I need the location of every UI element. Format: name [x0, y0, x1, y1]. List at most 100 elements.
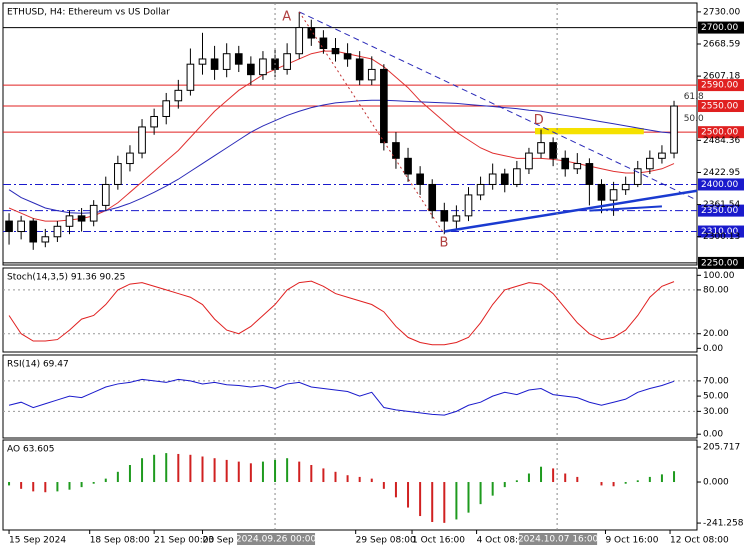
- x-tick-label: 21 Sep 00:00: [154, 536, 214, 546]
- x-tick-label: 23 Sep 16:00: [202, 536, 262, 546]
- level-label: 2500.00: [701, 128, 738, 138]
- y-tick-label: 0.00: [703, 344, 723, 354]
- price-pane: [2, 2, 698, 266]
- y-tick-label: 80.00: [703, 285, 729, 295]
- candle-body: [247, 63, 255, 76]
- y-tick-label: -241.258: [703, 519, 744, 529]
- candle-body: [392, 142, 400, 159]
- candle-body: [89, 204, 98, 222]
- candle-body: [162, 100, 171, 117]
- candle-body: [41, 236, 50, 243]
- y-tick-label: 2484.36: [703, 136, 740, 146]
- y-tick-label: 100.00: [703, 271, 735, 281]
- candle-body: [259, 58, 267, 76]
- level-label: 2700.00: [701, 23, 738, 33]
- annotation: 50.0: [684, 114, 704, 124]
- candle-body: [440, 210, 449, 222]
- candle-body: [658, 152, 666, 159]
- candle-body: [609, 189, 618, 201]
- level-label-box: [698, 126, 744, 139]
- level-label-box: [698, 256, 744, 269]
- level-label-box: [698, 178, 744, 191]
- x-tick-label: 1 Oct 16:00: [412, 536, 465, 546]
- fib-zone: [534, 127, 644, 135]
- x-tick-label: 4 Oct 08:00: [477, 536, 530, 546]
- candle-body: [464, 194, 473, 217]
- level-label-box: [698, 100, 744, 113]
- candle-body: [428, 183, 437, 212]
- y-tick-label: 30.00: [703, 407, 729, 417]
- candle-body: [561, 157, 570, 170]
- y-tick-label: 2300.13: [703, 232, 740, 242]
- candle-body: [210, 58, 219, 70]
- level-label-box: [698, 204, 744, 217]
- candle-body: [633, 168, 642, 185]
- x-tick-label: 9 Oct 16:00: [605, 536, 658, 546]
- trendline: [298, 11, 445, 235]
- pane-title: RSI(14) 69.47: [7, 360, 69, 370]
- candle-body: [513, 168, 521, 185]
- level-label: 2400.00: [701, 180, 738, 190]
- candle-body: [234, 53, 243, 65]
- y-tick-label: 2422.95: [703, 168, 740, 178]
- candle-body: [355, 58, 364, 81]
- candle-body: [452, 215, 461, 222]
- trendline: [589, 205, 662, 212]
- level-label-box: [698, 21, 744, 34]
- candle-body: [585, 163, 594, 185]
- stoch-pane: [2, 267, 698, 353]
- candle-body: [416, 173, 424, 185]
- candle-body: [5, 220, 13, 233]
- y-tick-label: 20.00: [703, 329, 729, 339]
- annotation: A: [282, 10, 291, 25]
- y-tick-label: 205.717: [703, 443, 740, 453]
- candle-body: [549, 142, 557, 159]
- ao-pane: [2, 439, 698, 531]
- candle-body: [597, 183, 606, 201]
- pane-title: Stoch(14,3,5) 91.36 90.25: [7, 273, 125, 283]
- level-label: 2250.00: [701, 258, 738, 268]
- y-tick-label: 2607.18: [703, 72, 740, 82]
- level-label: 2310.00: [701, 227, 738, 237]
- level-label: 2590.00: [701, 81, 738, 91]
- candle-body: [150, 115, 158, 128]
- level-label-box: [698, 225, 744, 238]
- candle-body: [525, 152, 533, 170]
- candle-body: [174, 89, 183, 102]
- cursor-label-box: [519, 533, 598, 545]
- pane-title: ETHUSD, H4: Ethereum vs US Dollar: [7, 8, 170, 18]
- level-label-box: [698, 79, 744, 92]
- x-tick-label: 18 Sep 08:00: [90, 536, 150, 546]
- candle-body: [319, 37, 328, 49]
- annotation: 61.8: [684, 92, 704, 102]
- candle-body: [488, 173, 497, 185]
- y-tick-label: 50.00: [703, 392, 729, 402]
- candle-body: [53, 225, 62, 238]
- pane-title: AO 63.605: [7, 445, 54, 455]
- candle-body: [367, 68, 376, 81]
- y-tick-label: 0.000: [703, 478, 729, 488]
- cursor-label-box: [237, 533, 316, 545]
- candle-body: [138, 126, 146, 154]
- candle-body: [331, 47, 340, 55]
- indicator-line: [8, 378, 675, 416]
- candle-body: [476, 183, 485, 196]
- level-label: 2550.00: [701, 102, 738, 112]
- candle-body: [646, 157, 654, 170]
- candle-body: [621, 183, 630, 191]
- trendline: [444, 189, 698, 233]
- level-label: 2350.00: [701, 206, 738, 216]
- candle-body: [101, 183, 110, 206]
- candle-body: [29, 220, 38, 243]
- candle-body: [65, 215, 74, 227]
- y-tick-label: 0.00: [703, 430, 723, 440]
- candle-body: [17, 220, 25, 233]
- cursor-label: 2024.09.26 00:00: [236, 535, 317, 545]
- indicator-line: [8, 280, 675, 346]
- candle-body: [573, 163, 582, 170]
- candle-body: [670, 105, 678, 154]
- candle-body: [222, 53, 231, 70]
- trendline: [299, 11, 698, 201]
